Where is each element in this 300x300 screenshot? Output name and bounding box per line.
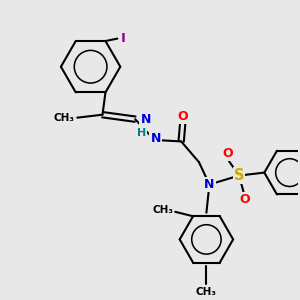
Text: O: O bbox=[222, 147, 232, 160]
Text: H: H bbox=[137, 128, 147, 137]
Text: I: I bbox=[121, 32, 126, 45]
Text: CH₃: CH₃ bbox=[152, 205, 173, 215]
Text: N: N bbox=[151, 132, 161, 145]
Text: O: O bbox=[240, 193, 250, 206]
Text: CH₃: CH₃ bbox=[196, 287, 217, 297]
Text: O: O bbox=[177, 110, 188, 123]
Text: N: N bbox=[140, 113, 151, 126]
Text: CH₃: CH₃ bbox=[53, 113, 74, 123]
Text: S: S bbox=[234, 168, 244, 183]
Text: N: N bbox=[204, 178, 214, 191]
